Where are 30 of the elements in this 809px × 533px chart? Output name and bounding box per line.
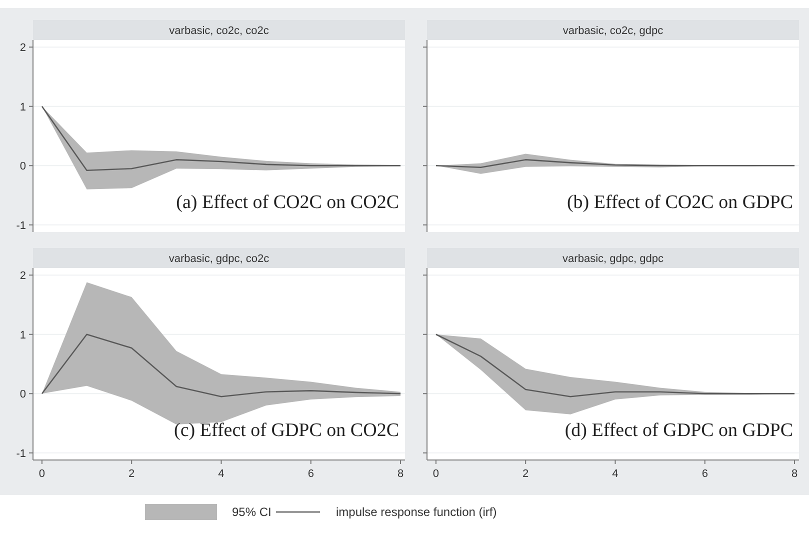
text: (d) Effect of GDPC on GDPC xyxy=(564,420,793,441)
y-tick-label: 1 xyxy=(20,329,26,342)
text: (b) Effect of CO2C on GDPC xyxy=(566,192,793,213)
text: (a) Effect of CO2C on CO2C xyxy=(176,192,399,213)
y-tick-label: -1 xyxy=(16,220,26,232)
x-tick-label: 4 xyxy=(612,468,618,480)
x-tick-label: 4 xyxy=(218,468,224,480)
x-tick-label: 2 xyxy=(522,468,529,480)
x-tick-label: 6 xyxy=(308,468,314,480)
y-tick-label: 0 xyxy=(20,388,26,401)
x-tick-label: 8 xyxy=(791,468,798,480)
x-tick-label: 0 xyxy=(432,468,440,480)
y-tick-label: 1 xyxy=(20,101,26,114)
chart-title: varbasic, gdpc, gdpc xyxy=(562,253,664,265)
line-series xyxy=(41,106,402,172)
x-tick-label: 8 xyxy=(397,468,404,480)
x-tick-label: 2 xyxy=(128,468,135,480)
chart-title: varbasic, gdpc, co2c xyxy=(168,253,270,265)
text: 95% CI xyxy=(232,505,272,519)
legend-label: impulse response function (irf) xyxy=(336,505,497,519)
y-tick-label: 2 xyxy=(20,42,26,54)
line-series xyxy=(41,334,402,398)
x-tick-label: 0 xyxy=(38,468,46,480)
y-tick-label: 2 xyxy=(20,270,26,282)
x-tick-label: 6 xyxy=(702,468,708,480)
text: (c) Effect of GDPC on CO2C xyxy=(174,420,399,441)
chart-title: varbasic, co2c, co2c xyxy=(169,25,270,37)
y-tick-label: 0 xyxy=(20,160,26,173)
y-tick-label: -1 xyxy=(16,448,26,460)
chart-title: varbasic, co2c, gdpc xyxy=(562,25,664,37)
